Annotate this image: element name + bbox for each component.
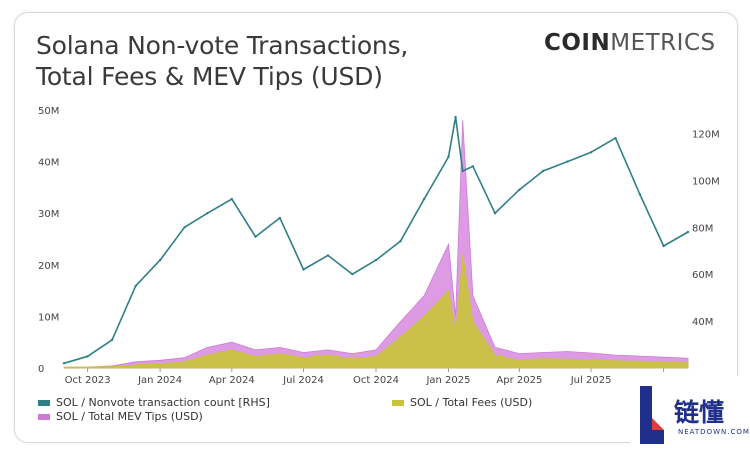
nonvote-transactions-point [230,197,234,201]
x-tick-label: Apr 2025 [496,375,542,386]
y-right-tick-label: 100M [692,176,720,187]
nonvote-transactions-point [158,258,162,262]
nonvote-transactions-line [63,116,689,365]
legend-item-fees: SOL / Total Fees (USD) [392,396,532,409]
nonvote-transactions-point [471,165,475,168]
nonvote-transactions-point [86,355,89,358]
nonvote-transactions-point [493,212,497,215]
legend-label-transactions: SOL / Nonvote transaction count [RHS] [56,396,270,409]
nonvote-transactions-point [206,212,209,215]
nonvote-transactions-point [454,115,457,119]
series-layer [62,115,690,369]
legend-item-transactions: SOL / Nonvote transaction count [RHS] [38,396,270,409]
nonvote-transactions-point [351,272,354,276]
x-tick-label: Jan 2025 [425,375,470,386]
nonvote-transactions-point [541,169,545,173]
y-left-tick-label: 50M [38,106,59,117]
legend-swatch-mev [38,413,50,420]
y-left-tick-label: 30M [38,209,59,220]
nonvote-transactions-point [422,197,426,201]
nonvote-transactions-point [134,284,137,288]
x-tick-label: Oct 2023 [65,375,111,386]
y-left-tick-label: 20M [38,261,59,272]
y-right-tick-label: 60M [692,270,713,281]
logo-bold-text: COIN [544,30,611,56]
nonvote-transactions-point [638,193,642,196]
x-tick-label: Oct 2024 [353,375,399,386]
chart-title: Solana Non-vote Transactions, Total Fees… [36,31,409,91]
y-left-tick-label: 40M [38,158,59,169]
y-right-tick-label: 120M [692,129,720,140]
nonvote-transactions-point [183,226,186,229]
left-axis: 0 10M 20M 30M 40M 50M [38,106,59,375]
nonvote-transactions-point [278,216,282,220]
nonvote-transactions-point [110,338,114,342]
x-axis: Oct 2023 Jan 2024 Apr 2024 Jul 2024 Oct 2024… [64,367,688,386]
legend-item-mev: SOL / Total MEV Tips (USD) [38,410,203,423]
logo-light-text: METRICS [610,30,716,56]
watermark-cn-text: 链懂 [674,398,725,427]
x-tick-label: Apr 2024 [209,375,255,386]
nonvote-transactions-point [399,240,402,243]
legend-swatch-transactions [38,399,50,406]
nonvote-transactions-point [254,235,257,238]
nonvote-transactions-point [518,188,521,191]
x-tick-label: Jan 2024 [137,375,182,386]
nonvote-transactions-point [589,151,593,154]
x-tick-label: Jul 2025 [570,375,612,386]
y-left-tick-label: 10M [38,312,59,323]
mev-tips-area [63,120,689,369]
watermark-en-text: NEATDOWN.COM [678,428,750,436]
nonvote-transactions-point [302,268,305,271]
y-right-tick-label: 80M [692,223,713,234]
nonvote-transactions-point [447,155,450,159]
nonvote-transactions-point [566,160,569,163]
coinmetrics-logo: COINMETRICS [544,30,716,56]
watermark-l-icon [640,386,664,444]
legend-swatch-fees [392,399,404,406]
nonvote-transactions-point [62,362,66,365]
legend-label-mev: SOL / Total MEV Tips (USD) [56,410,203,423]
nonvote-transactions-point [614,136,617,140]
y-right-tick-label: 40M [692,317,713,328]
nonvote-transactions-point [461,169,464,173]
right-axis: 40M 60M 80M 100M 120M [692,129,720,328]
nonvote-transactions-point [374,258,378,262]
nonvote-transactions-point [662,244,665,248]
x-tick-label: Jul 2024 [282,375,324,386]
y-left-tick-label: 0 [38,364,44,375]
nonvote-transactions-point [326,254,330,257]
total-fees-area [63,254,689,369]
legend-label-fees: SOL / Total Fees (USD) [410,396,533,409]
nonvote-transactions-point [686,230,690,234]
